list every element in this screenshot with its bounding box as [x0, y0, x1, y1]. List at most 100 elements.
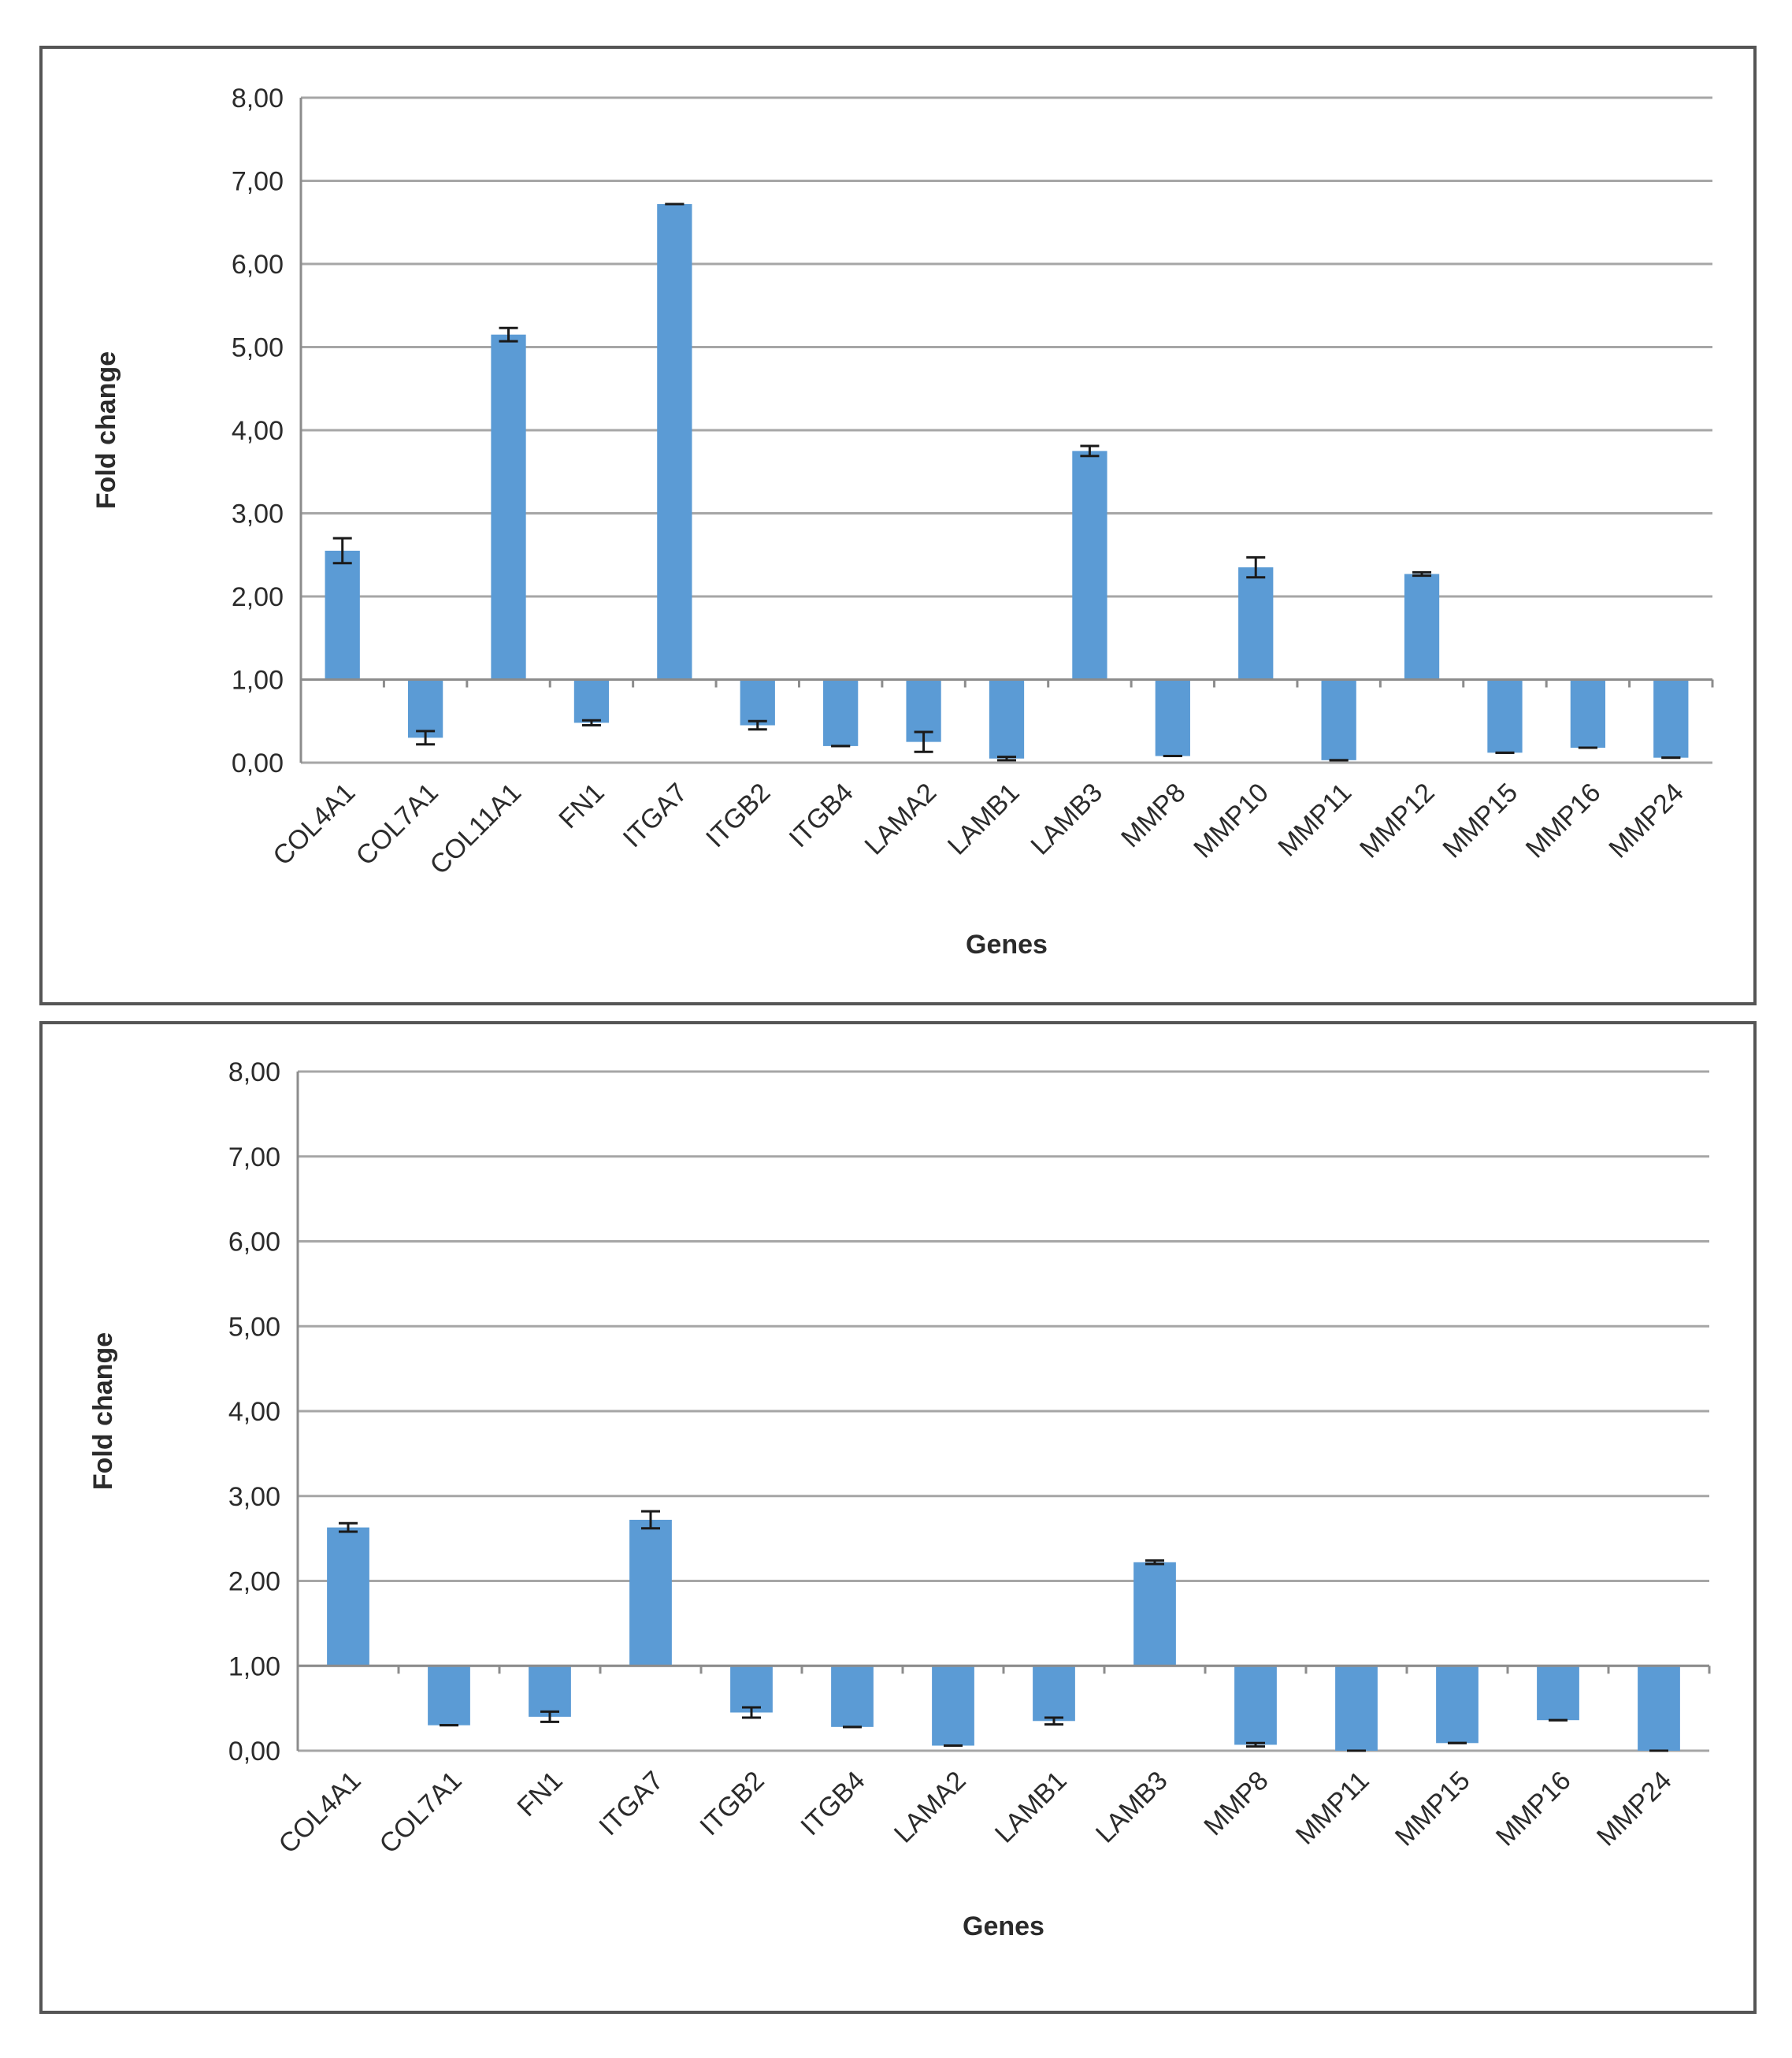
- top-y-tick-label: 8,00: [232, 84, 284, 113]
- top-bar-fn1: [573, 679, 610, 723]
- bottom-bar-lamb1: [1033, 1666, 1075, 1722]
- top-x-tick-label: ITGA7: [618, 778, 693, 853]
- bottom-bar-mmp16: [1537, 1666, 1579, 1721]
- top-x-tick-label: MMP11: [1272, 778, 1357, 863]
- top-y-tick-label: 5,00: [232, 333, 284, 363]
- top-x-tick-label: ITGB2: [700, 778, 776, 853]
- top-bar-col11a1: [491, 334, 526, 680]
- bottom-error-bar-col4a1: [339, 1521, 358, 1533]
- chart-panel-bottom: 0,00 1,00 2,00 3,00 4,00 5,00 6,00 7,00 8,00 COL4…: [39, 1021, 1757, 2014]
- top-x-tick-label: COL4A1: [267, 778, 361, 871]
- top-error-bar-fn1: [581, 719, 601, 727]
- bottom-bar-mmp8: [1234, 1666, 1277, 1745]
- top-bar-col4a1: [325, 550, 360, 680]
- bottom-x-tick-label: ITGB2: [694, 1766, 770, 1841]
- bottom-x-axis-title: Genes: [963, 1911, 1044, 1941]
- fold-change-chart-top: 0,00 1,00 2,00 3,00 4,00 5,00 6,00 7,00 8,00 COL4…: [91, 84, 1714, 960]
- top-bar-lamb1: [989, 679, 1025, 759]
- top-x-tick-label: MMP12: [1354, 778, 1441, 864]
- top-x-tick-label: COL11A1: [425, 778, 528, 881]
- top-error-bar-mmp10: [1246, 555, 1266, 579]
- bottom-y-tick-label: 3,00: [228, 1482, 280, 1512]
- bottom-bar-itgb2: [730, 1666, 773, 1713]
- bottom-y-tick-label: 2,00: [228, 1567, 280, 1597]
- top-error-bar-col11a1: [499, 326, 518, 343]
- bottom-y-tick-label: 4,00: [228, 1397, 280, 1427]
- bottom-bar-col7a1: [428, 1666, 470, 1726]
- top-y-tick-label: 4,00: [232, 416, 284, 446]
- top-error-bar-lamb1: [997, 756, 1016, 762]
- top-y-tick-label: 2,00: [232, 582, 284, 612]
- bottom-bar-fn1: [529, 1666, 571, 1717]
- bottom-bar-lamb3: [1133, 1562, 1176, 1666]
- top-error-bar-col4a1: [332, 537, 352, 565]
- bottom-x-tick-label: MMP24: [1591, 1766, 1678, 1852]
- bottom-bar-itgb4: [831, 1666, 874, 1727]
- top-y-tick-label: 1,00: [232, 666, 284, 696]
- bottom-y-tick-label: 6,00: [228, 1228, 280, 1257]
- bottom-y-tick-label: 1,00: [228, 1651, 280, 1681]
- top-error-bar-itgb2: [748, 719, 767, 731]
- bottom-bar-lama2: [932, 1666, 974, 1746]
- top-error-bar-col7a1: [416, 730, 436, 746]
- bottom-x-tick-label: MMP15: [1389, 1766, 1476, 1852]
- top-y-tick-label: 6,00: [232, 250, 284, 280]
- top-x-tick-label: MMP10: [1188, 778, 1274, 864]
- top-bar-itgb2: [740, 679, 775, 726]
- bottom-error-bar-mmp8: [1246, 1741, 1265, 1748]
- top-error-bar-lama2: [914, 730, 933, 753]
- top-x-tick-label: MMP24: [1603, 778, 1690, 864]
- bottom-error-bar-lamb3: [1145, 1559, 1164, 1566]
- top-error-bar-lamb3: [1080, 444, 1100, 458]
- bottom-x-tick-label: FN1: [511, 1766, 568, 1822]
- top-x-tick-label: ITGB4: [783, 778, 859, 853]
- top-x-tick-label: LAMB3: [1025, 778, 1108, 861]
- fold-change-chart-bottom: 0,00 1,00 2,00 3,00 4,00 5,00 6,00 7,00 8,00 COL4…: [88, 1057, 1711, 1941]
- bottom-error-bar-lamb1: [1044, 1716, 1063, 1726]
- bottom-x-tick-label: LAMB3: [1090, 1766, 1174, 1849]
- bottom-x-tick-label: COL4A1: [273, 1766, 367, 1859]
- top-y-axis-title: Fold change: [91, 351, 121, 509]
- bottom-x-tick-label: LAMA2: [889, 1766, 972, 1849]
- top-bar-mmp11: [1321, 679, 1356, 760]
- bottom-y-tick-label: 8,00: [228, 1057, 280, 1087]
- top-bar-mmp10: [1238, 567, 1274, 680]
- top-x-tick-label: MMP16: [1520, 778, 1607, 864]
- bottom-bar-col4a1: [327, 1527, 369, 1666]
- bottom-x-tick-label: COL7A1: [374, 1766, 468, 1859]
- top-error-bar-mmp12: [1412, 570, 1432, 578]
- bottom-y-axis-title: Fold change: [88, 1332, 118, 1490]
- bottom-x-tick-label: ITGB4: [795, 1766, 870, 1841]
- top-x-tick-label: FN1: [553, 778, 610, 834]
- bottom-x-tick-label: LAMB1: [989, 1766, 1073, 1849]
- bottom-bar-mmp11: [1335, 1666, 1378, 1751]
- bottom-error-bar-itga7: [641, 1510, 660, 1530]
- bottom-y-tick-label: 7,00: [228, 1142, 280, 1172]
- bottom-x-tick-label: MMP8: [1198, 1766, 1274, 1841]
- bottom-error-bar-itgb2: [742, 1706, 761, 1719]
- bottom-x-tick-label: MMP11: [1290, 1766, 1375, 1851]
- bottom-bar-mmp24: [1638, 1666, 1680, 1751]
- top-bar-itgb4: [823, 679, 859, 746]
- top-bar-mmp15: [1487, 679, 1523, 753]
- top-bar-mmp8: [1155, 679, 1190, 756]
- top-x-tick-label: LAMA2: [859, 778, 943, 861]
- top-y-tick-label: 3,00: [232, 500, 284, 529]
- bottom-x-tick-label: ITGA7: [593, 1766, 669, 1841]
- top-bar-mmp16: [1570, 679, 1606, 749]
- top-x-tick-label: MMP15: [1437, 778, 1523, 864]
- top-bar-itga7: [657, 204, 692, 680]
- chart-panel-top: 0,00 1,00 2,00 3,00 4,00 5,00 6,00 7,00 8,00 COL4…: [39, 46, 1757, 1005]
- bottom-error-bar-fn1: [540, 1710, 559, 1723]
- top-y-tick-label: 0,00: [232, 749, 284, 778]
- bottom-y-tick-label: 5,00: [228, 1312, 280, 1342]
- top-bar-mmp12: [1404, 574, 1440, 680]
- bottom-bar-itga7: [629, 1519, 672, 1666]
- bottom-y-tick-label: 0,00: [228, 1737, 280, 1766]
- top-x-axis-title: Genes: [966, 930, 1048, 960]
- bottom-bar-mmp15: [1436, 1666, 1478, 1744]
- top-bar-col7a1: [407, 679, 443, 738]
- top-bar-lamb3: [1072, 451, 1107, 680]
- top-bar-mmp24: [1653, 679, 1689, 758]
- top-x-tick-label: MMP8: [1115, 778, 1191, 853]
